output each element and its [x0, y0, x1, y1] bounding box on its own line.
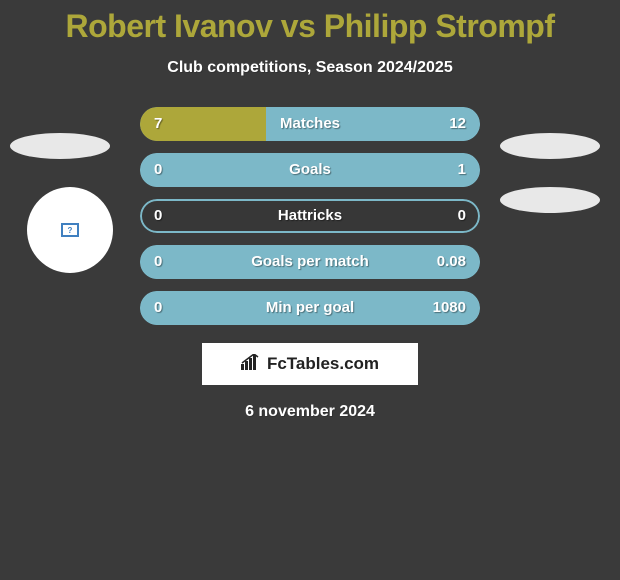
- branding-box: FcTables.com: [202, 343, 418, 385]
- stat-label: Goals per match: [140, 245, 480, 279]
- stat-label: Hattricks: [140, 199, 480, 233]
- stat-label: Min per goal: [140, 291, 480, 325]
- comparison-infographic: Robert Ivanov vs Philipp Strompf Club co…: [0, 0, 620, 580]
- player-right-ellipse-1: [500, 133, 600, 159]
- stat-row: 01080Min per goal: [140, 291, 480, 325]
- date-text: 6 november 2024: [0, 403, 620, 421]
- stat-label: Goals: [140, 153, 480, 187]
- stat-row: 712Matches: [140, 107, 480, 141]
- stat-row: 00.08Goals per match: [140, 245, 480, 279]
- subtitle: Club competitions, Season 2024/2025: [0, 59, 620, 77]
- stats-area: ? 712Matches 01Goals 00Hattricks 00.08Goals…: [0, 107, 620, 325]
- branding-chart-icon: [241, 354, 261, 375]
- stat-row: 01Goals: [140, 153, 480, 187]
- stat-label: Matches: [140, 107, 480, 141]
- player-left-avatar-circle: ?: [27, 187, 113, 273]
- player-left-ellipse-1: [10, 133, 110, 159]
- player-right-ellipse-2: [500, 187, 600, 213]
- avatar-placeholder-icon: ?: [61, 223, 79, 237]
- page-title: Robert Ivanov vs Philipp Strompf: [0, 0, 620, 45]
- branding-text: FcTables.com: [267, 354, 379, 374]
- stat-row: 00Hattricks: [140, 199, 480, 233]
